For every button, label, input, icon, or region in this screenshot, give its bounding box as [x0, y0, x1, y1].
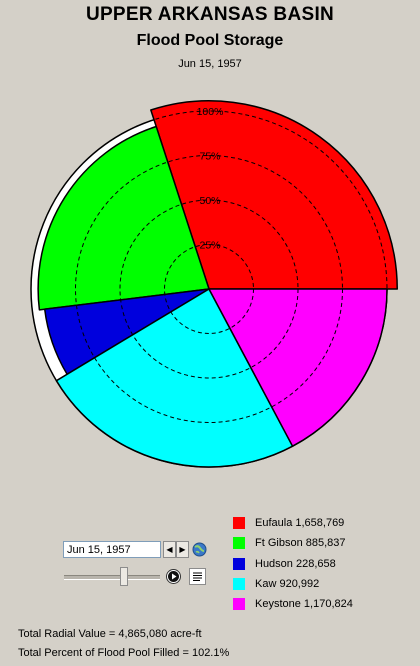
chart-date: Jun 15, 1957 — [178, 58, 242, 70]
tick-label-50: 50% — [199, 195, 220, 207]
date-field[interactable]: Jun 15, 1957 — [63, 541, 161, 558]
legend-swatch — [233, 598, 245, 610]
play-button[interactable] — [166, 569, 181, 584]
legend-label: Kaw 920,992 — [255, 577, 320, 590]
legend-swatch — [233, 537, 245, 550]
next-date-button[interactable]: ▶ — [176, 541, 189, 558]
globe-button[interactable] — [192, 542, 207, 557]
prev-arrow-icon: ◀ — [166, 545, 173, 554]
play-icon — [166, 569, 181, 584]
grid-ring-50 — [119, 199, 299, 379]
legend-swatch — [233, 577, 245, 590]
tick-label-25: 25% — [199, 240, 220, 252]
notes-icon — [193, 572, 202, 581]
date-slider-thumb[interactable] — [119, 567, 128, 586]
chart-title: UPPER ARKANSAS BASIN — [85, 4, 335, 25]
chart-subtitle: Flood Pool Storage — [136, 32, 284, 49]
grid-ring-100 — [30, 110, 388, 468]
legend-swatch — [233, 517, 245, 529]
legend-label: Eufaula 1,658,769 — [255, 517, 345, 529]
legend-label: Keystone 1,170,824 — [255, 598, 353, 610]
grid-ring-75 — [75, 155, 343, 423]
globe-icon — [192, 542, 207, 557]
grid-ring-25 — [164, 244, 254, 334]
date-slider-track[interactable] — [64, 575, 160, 580]
tick-label-100: 100% — [197, 106, 224, 118]
tick-label-75: 75% — [199, 151, 220, 163]
radial-grid-rings — [30, 110, 388, 468]
total-percent-filled: Total Percent of Flood Pool Filled = 102… — [18, 647, 230, 659]
slice-eufaula — [150, 100, 398, 290]
total-radial-value: Total Radial Value = 4,865,080 acre-ft — [18, 628, 202, 640]
polar-area-chart: 25% 50% 75% 100% — [30, 100, 398, 468]
slice-kaw — [55, 288, 294, 468]
notes-button[interactable] — [189, 568, 206, 585]
prev-date-button[interactable]: ◀ — [163, 541, 176, 558]
chart-slices — [30, 100, 398, 468]
slice-ft-gibson — [37, 125, 210, 311]
radial-tick-labels: 25% 50% 75% 100% — [197, 106, 224, 252]
next-arrow-icon: ▶ — [179, 545, 186, 554]
legend-swatch — [233, 557, 245, 570]
legend-label: Ft Gibson 885,837 — [255, 537, 346, 550]
legend-label: Hudson 228,658 — [255, 557, 336, 570]
